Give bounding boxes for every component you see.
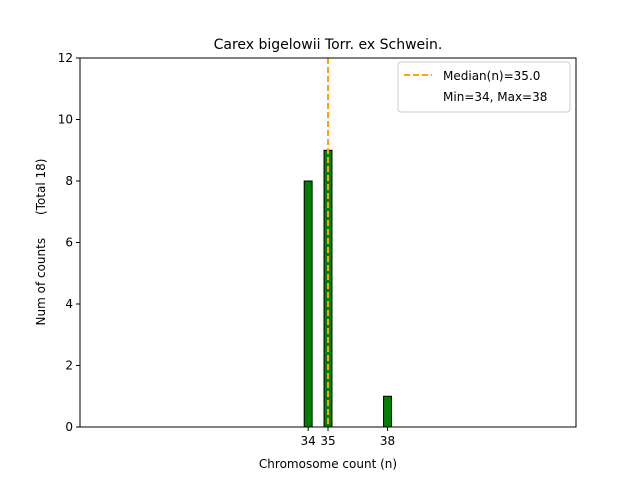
legend-box [397,61,571,113]
bar-34 [303,180,313,428]
y-tick-label: 10 [58,113,73,127]
y-tick-label: 2 [65,359,73,373]
y-tick-label: 6 [65,236,73,250]
chart-title: Carex bigelowii Torr. ex Schwein. [214,37,443,53]
x-tick-label: 38 [380,434,395,448]
y-tick-label: 8 [65,174,73,188]
x-axis-label: Chromosome count (n) [259,457,397,471]
y-tick-label: 12 [58,51,73,65]
y-tick-label: 0 [65,420,73,434]
x-tick-label: 35 [320,434,335,448]
y-axis: 0 2 4 6 8 10 12 [58,51,80,434]
x-tick-label: 34 [301,434,316,448]
legend: Median(n)=35.0 Min=34, Max=38 [397,61,571,113]
y-axis-label: Num of counts (Total 18) [34,159,48,326]
legend-median-label: Median(n)=35.0 [443,69,540,83]
plot-area [303,58,392,428]
y-tick-label: 4 [65,297,73,311]
x-axis: 34 35 38 [301,427,395,448]
legend-range-label: Min=34, Max=38 [443,90,547,104]
bar-38 [383,395,392,428]
